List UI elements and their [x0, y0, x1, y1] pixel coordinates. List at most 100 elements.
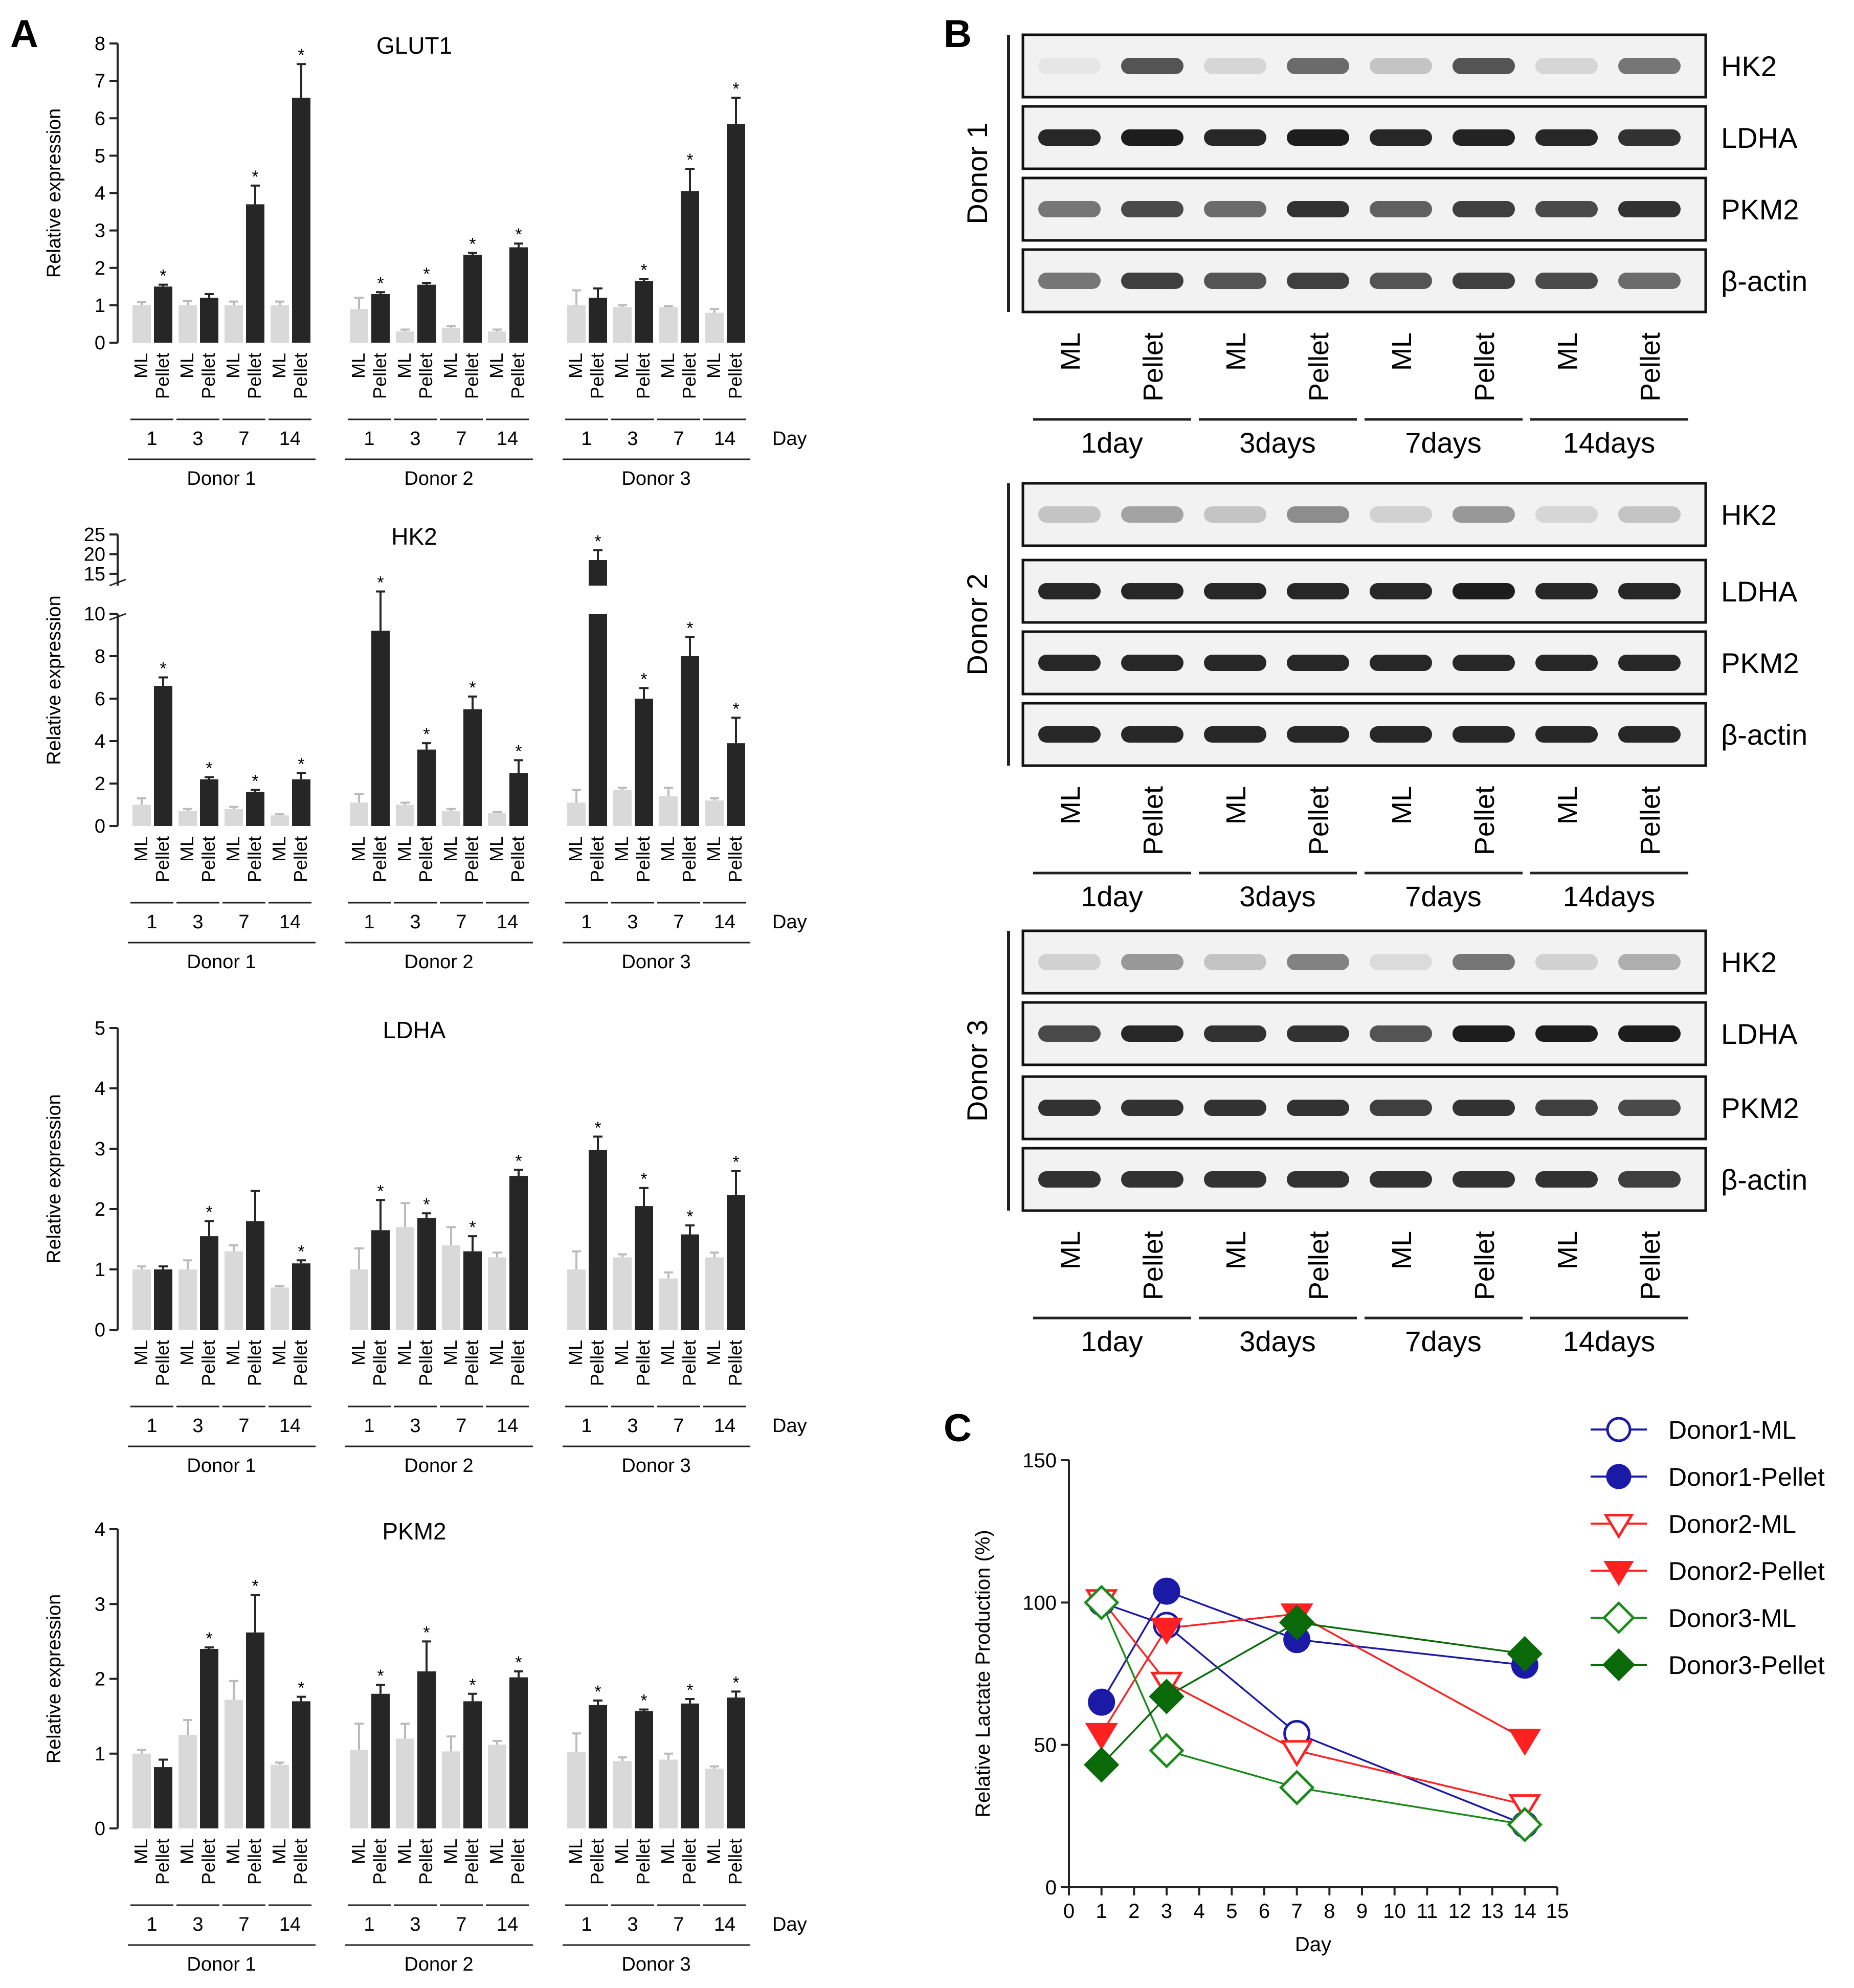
protein-band — [1370, 655, 1432, 671]
bar-pellet — [154, 686, 172, 826]
bar-pellet — [589, 560, 607, 586]
protein-band — [1121, 1025, 1183, 1042]
day-tick-label: 14 — [714, 1914, 735, 1935]
donor-label: Donor 3 — [621, 1954, 690, 1975]
legend-marker — [1602, 1601, 1636, 1635]
lane-label-pellet: Pellet — [1635, 786, 1666, 855]
bar-ml — [396, 805, 414, 826]
bar-pellet — [509, 247, 528, 343]
protein-band — [1287, 273, 1349, 289]
day-tick-label: 3 — [410, 1415, 420, 1437]
significance-star: * — [732, 1673, 739, 1692]
sample-label-pellet: Pellet — [415, 836, 436, 882]
protein-band — [1535, 726, 1598, 743]
bar-ml — [567, 305, 586, 343]
sample-label-pellet: Pellet — [369, 353, 390, 399]
bar-pellet — [200, 1236, 218, 1330]
sample-label-pellet: Pellet — [679, 836, 700, 882]
protein-band — [1453, 273, 1515, 289]
bar-pellet — [589, 298, 607, 343]
data-point — [1507, 1636, 1543, 1672]
lane-label-pellet: Pellet — [1469, 332, 1500, 401]
protein-label: PKM2 — [1721, 647, 1799, 679]
protein-band — [1287, 1100, 1349, 1116]
sample-label-pellet: Pellet — [587, 353, 608, 399]
bar-pellet — [371, 1230, 390, 1330]
sample-label-pellet: Pellet — [633, 1839, 654, 1885]
significance-star: * — [732, 699, 739, 719]
bar-pellet — [463, 1251, 482, 1330]
y-tick-label: 6 — [95, 108, 105, 129]
protein-label: PKM2 — [1721, 193, 1799, 226]
y-tick-label: 100 — [1022, 1592, 1057, 1614]
protein-band — [1453, 129, 1515, 146]
sample-label-ml: ML — [657, 1839, 678, 1864]
panel-label-c: C — [944, 1406, 972, 1450]
lane-label-pellet: Pellet — [1469, 786, 1500, 855]
sample-label-pellet: Pellet — [198, 836, 219, 882]
day-tick-label: 1 — [146, 911, 157, 933]
lane-label-ml: ML — [1552, 332, 1583, 371]
day-tick-label: 3 — [627, 428, 638, 450]
y-tick-label: 50 — [1034, 1734, 1057, 1757]
y-tick-label: 8 — [95, 33, 105, 55]
protein-band — [1618, 1171, 1681, 1188]
protein-band — [1535, 129, 1598, 146]
legend-label: Donor1-ML — [1668, 1416, 1796, 1444]
y-tick-label: 8 — [95, 646, 105, 667]
day-tick-label: 1 — [146, 1914, 157, 1935]
blot-strip — [1021, 929, 1707, 995]
significance-star: * — [640, 669, 647, 689]
lane-label-ml: ML — [1387, 332, 1417, 371]
day-tick-label: 7 — [673, 428, 684, 450]
donor-label: Donor 3 — [621, 1455, 690, 1477]
x-axis-day-label: Day — [772, 1914, 807, 1935]
day-tick-label: 3 — [410, 428, 420, 450]
protein-band — [1287, 129, 1349, 146]
x-tick-label: 4 — [1194, 1900, 1205, 1923]
bar-pellet — [727, 743, 745, 826]
significance-star: * — [160, 266, 166, 286]
lane-label-ml: ML — [1055, 786, 1086, 824]
protein-band — [1038, 129, 1101, 146]
lane-label-ml: ML — [1055, 332, 1086, 371]
western-blot-donor-2: Donor 2 HK2 LDHA PKM2 β-actin ML Pellet ML Pelle… — [961, 482, 1807, 912]
sample-label-ml: ML — [611, 1839, 632, 1864]
protein-band — [1535, 954, 1598, 970]
bar-pellet — [371, 294, 390, 343]
sample-label-pellet: Pellet — [152, 1340, 173, 1386]
protein-label: HK2 — [1721, 946, 1777, 978]
protein-label: LDHA — [1721, 575, 1798, 608]
protein-band — [1370, 129, 1432, 146]
sample-label-pellet: Pellet — [507, 353, 528, 399]
sample-label-ml: ML — [565, 1839, 586, 1864]
lane-label-ml: ML — [1552, 786, 1583, 824]
protein-band — [1370, 583, 1432, 599]
chart-title: HK2 — [391, 523, 437, 550]
lane-label-pellet: Pellet — [1138, 332, 1169, 401]
lane-label-pellet: Pellet — [1138, 1231, 1169, 1300]
bar-pellet — [417, 1218, 436, 1330]
protein-band — [1453, 726, 1515, 743]
significance-star: * — [640, 261, 647, 280]
significance-star: * — [252, 771, 258, 791]
bar-ml — [567, 802, 586, 826]
legend-marker — [1606, 1417, 1632, 1442]
y-tick-label: 2 — [95, 258, 105, 279]
bar-ml — [659, 1759, 678, 1828]
legend-marker — [1603, 1514, 1634, 1539]
significance-star: * — [640, 1170, 647, 1189]
day-tick-label: 3 — [192, 1415, 203, 1437]
significance-star: * — [594, 1118, 601, 1137]
data-point — [1083, 1747, 1120, 1783]
sample-label-pellet: Pellet — [244, 353, 265, 399]
protein-band — [1618, 273, 1681, 289]
sample-label-ml: ML — [348, 1839, 369, 1864]
protein-band — [1121, 1100, 1183, 1116]
y-tick-label: 4 — [95, 1078, 105, 1100]
bar-pellet — [463, 709, 482, 826]
bar-ml — [350, 1750, 368, 1828]
bar-pellet — [681, 656, 699, 826]
bar-ml — [178, 1269, 197, 1330]
sample-label-ml: ML — [565, 1340, 586, 1366]
